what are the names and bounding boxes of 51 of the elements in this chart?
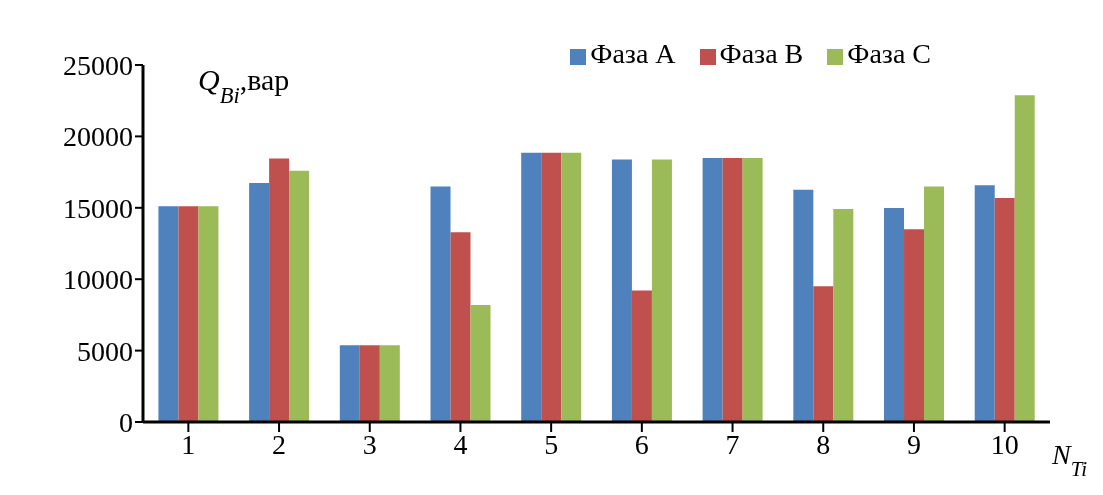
bar bbox=[722, 157, 743, 422]
bar bbox=[249, 183, 270, 422]
bar bbox=[158, 206, 179, 422]
x-tick-label: 5 bbox=[544, 428, 559, 460]
bar bbox=[813, 286, 834, 422]
x-tick-label: 6 bbox=[634, 428, 649, 460]
x-tick-label: 10 bbox=[990, 428, 1019, 460]
legend-label: Фаза A bbox=[590, 38, 676, 69]
bar bbox=[359, 345, 380, 422]
y-tick-label: 0 bbox=[119, 406, 133, 438]
bar bbox=[884, 208, 905, 422]
x-tick-label: 4 bbox=[453, 428, 468, 460]
x-tick-label: 9 bbox=[906, 428, 921, 460]
legend-label: Фаза B bbox=[719, 38, 804, 69]
x-axis-title: N$_{Ti}$ bbox=[1051, 439, 1088, 481]
bar bbox=[339, 345, 360, 422]
y-tick-label: 25000 bbox=[63, 49, 133, 81]
x-tick-label: 2 bbox=[272, 428, 287, 460]
x-tick-label: 8 bbox=[816, 428, 831, 460]
bar bbox=[289, 170, 310, 422]
bar bbox=[541, 152, 562, 422]
bar bbox=[470, 304, 491, 422]
bar bbox=[702, 157, 723, 422]
bar bbox=[994, 198, 1015, 422]
bar bbox=[379, 345, 400, 422]
y-tick-label: 15000 bbox=[63, 192, 133, 224]
x-tick-label: 7 bbox=[725, 428, 740, 460]
x-tick-label: 3 bbox=[362, 428, 377, 460]
bar bbox=[611, 159, 632, 422]
bar bbox=[793, 189, 814, 422]
bar bbox=[450, 232, 471, 422]
bar bbox=[198, 206, 219, 422]
bar bbox=[742, 157, 763, 422]
y-axis-title: Q$_{Bi}$,вар bbox=[198, 63, 290, 108]
bar bbox=[561, 152, 582, 422]
bar bbox=[269, 158, 290, 422]
bar bbox=[924, 186, 945, 422]
bar bbox=[651, 159, 672, 422]
bar bbox=[974, 185, 995, 422]
legend-label: Фаза C bbox=[847, 38, 931, 69]
y-tick-label: 10000 bbox=[63, 264, 133, 296]
bar bbox=[631, 290, 652, 422]
bar bbox=[521, 152, 542, 422]
bar bbox=[1014, 95, 1035, 422]
bar bbox=[178, 206, 199, 422]
x-tick-label: 1 bbox=[181, 428, 196, 460]
y-tick-label: 20000 bbox=[63, 121, 133, 153]
y-tick-label: 5000 bbox=[77, 335, 133, 367]
bar bbox=[833, 209, 854, 422]
bar bbox=[904, 229, 925, 422]
bar bbox=[430, 186, 451, 422]
